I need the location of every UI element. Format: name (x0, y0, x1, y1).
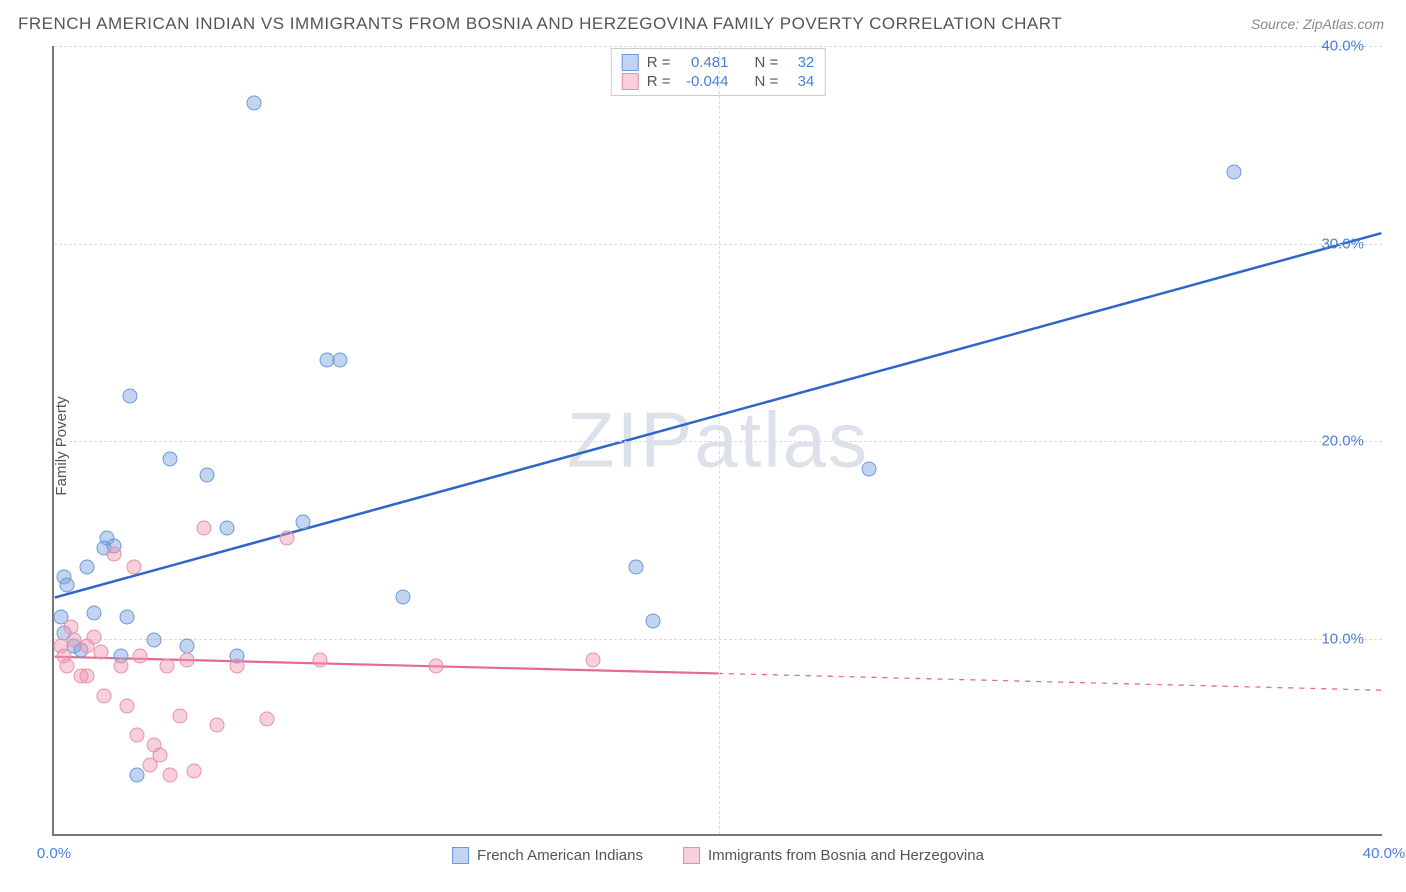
stat-value-n: 32 (786, 54, 814, 71)
data-point (585, 653, 600, 668)
data-point (628, 560, 643, 575)
data-point (106, 546, 121, 561)
gridline-horizontal (54, 639, 1382, 640)
trend-line-extrapolated (718, 673, 1381, 690)
chart-title: FRENCH AMERICAN INDIAN VS IMMIGRANTS FRO… (18, 14, 1062, 34)
legend-swatch (622, 54, 639, 71)
x-tick-label: 40.0% (1363, 845, 1406, 862)
data-point (123, 388, 138, 403)
gridline-vertical (719, 46, 720, 834)
watermark: ZIPatlas (567, 395, 869, 486)
data-point (86, 605, 101, 620)
data-point (93, 645, 108, 660)
data-point (645, 613, 660, 628)
gridline-horizontal (54, 441, 1382, 442)
correlation-legend: R = 0.481 N = 32 R = -0.044 N = 34 (611, 48, 826, 96)
data-point (246, 96, 261, 111)
data-point (126, 560, 141, 575)
data-point (80, 560, 95, 575)
stat-label-n: N = (755, 73, 779, 90)
legend-swatch (622, 73, 639, 90)
gridline-horizontal (54, 244, 1382, 245)
stat-value-n: 34 (786, 73, 814, 90)
stat-label-n: N = (755, 54, 779, 71)
legend-swatch (452, 847, 469, 864)
data-point (160, 659, 175, 674)
data-point (60, 659, 75, 674)
gridline-horizontal (54, 46, 1382, 47)
legend-series-item: Immigrants from Bosnia and Herzegovina (683, 847, 984, 864)
legend-stat-row: R = -0.044 N = 34 (622, 72, 815, 91)
stat-label-r: R = (647, 73, 671, 90)
data-point (153, 748, 168, 763)
data-point (96, 688, 111, 703)
data-point (146, 633, 161, 648)
data-point (180, 653, 195, 668)
stat-label-r: R = (647, 54, 671, 71)
data-point (332, 353, 347, 368)
data-point (396, 590, 411, 605)
data-point (130, 767, 145, 782)
y-tick-label: 10.0% (1321, 630, 1364, 647)
data-point (209, 718, 224, 733)
data-point (199, 467, 214, 482)
data-point (429, 659, 444, 674)
data-point (296, 514, 311, 529)
data-point (60, 578, 75, 593)
data-point (259, 712, 274, 727)
data-point (113, 659, 128, 674)
legend-series-item: French American Indians (452, 847, 643, 864)
source-attribution: Source: ZipAtlas.com (1251, 16, 1384, 32)
y-tick-label: 30.0% (1321, 235, 1364, 252)
data-point (180, 639, 195, 654)
trend-line (55, 233, 1382, 597)
data-point (80, 669, 95, 684)
data-point (130, 728, 145, 743)
scatter-plot: ZIPatlas R =0.481N =32R =-0.044N =34 Fre… (52, 46, 1382, 836)
data-point (279, 530, 294, 545)
data-point (229, 659, 244, 674)
legend-series-label: Immigrants from Bosnia and Herzegovina (708, 847, 984, 864)
data-point (163, 767, 178, 782)
legend-series-label: French American Indians (477, 847, 643, 864)
data-point (86, 629, 101, 644)
data-point (196, 520, 211, 535)
series-legend: French American Indians Immigrants from B… (452, 847, 984, 864)
data-point (173, 708, 188, 723)
legend-stat-row: R = 0.481 N = 32 (622, 53, 815, 72)
trend-lines-layer (54, 46, 1382, 834)
legend-swatch (683, 847, 700, 864)
trend-line (55, 657, 718, 674)
data-point (63, 619, 78, 634)
data-point (313, 653, 328, 668)
stat-value-r: 0.481 (679, 54, 729, 71)
data-point (861, 461, 876, 476)
stat-value-r: -0.044 (679, 73, 729, 90)
data-point (120, 609, 135, 624)
data-point (120, 698, 135, 713)
y-tick-label: 40.0% (1321, 38, 1364, 55)
data-point (163, 451, 178, 466)
x-tick-label: 0.0% (37, 845, 71, 862)
data-point (186, 763, 201, 778)
data-point (1227, 165, 1242, 180)
data-point (133, 649, 148, 664)
y-tick-label: 20.0% (1321, 433, 1364, 450)
data-point (219, 520, 234, 535)
